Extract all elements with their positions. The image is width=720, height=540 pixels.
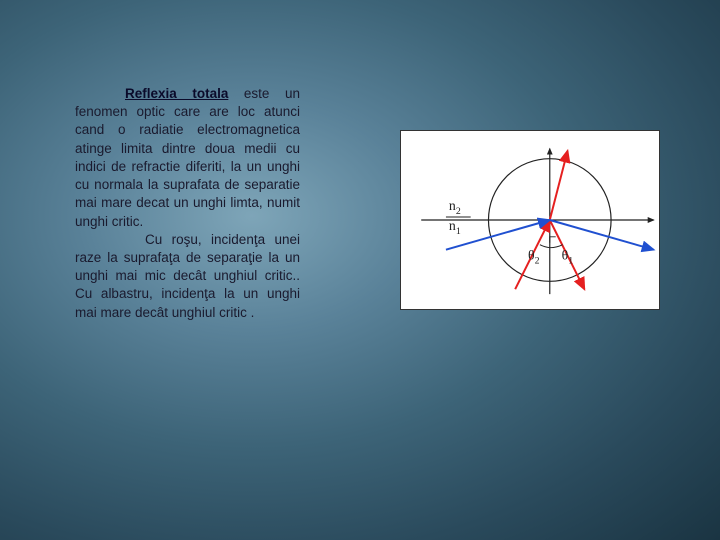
blue-incident [446,220,550,250]
blue-reflected [550,220,654,250]
right-angle-mark [550,237,556,243]
title: Reflexia totala [125,86,228,101]
angle-arc-1 [540,245,550,248]
theta2-label: θ2 [528,248,540,267]
n2-label: n2 [449,198,461,217]
p1-body: este un fenomen optic care are loc atunc… [75,86,300,229]
optics-diagram: n2 n1 θ2 θ1 [400,130,660,310]
paragraph-1: Reflexia totala este un fenomen optic ca… [75,85,300,231]
paragraph-2: Cu roşu, incidenţa unei raze la suprafaţ… [75,231,300,322]
red-refracted [550,151,568,220]
theta1-label: θ1 [562,248,574,267]
n1-label: n1 [449,218,461,237]
text-block: Reflexia totala este un fenomen optic ca… [75,85,300,322]
